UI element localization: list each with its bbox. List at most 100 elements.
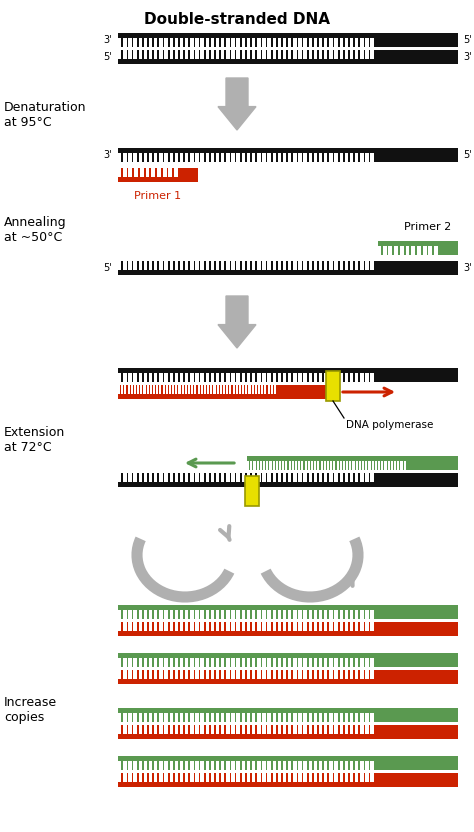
Bar	[190, 670, 193, 679]
Bar	[185, 658, 188, 667]
Bar	[242, 713, 245, 722]
Bar	[154, 50, 157, 59]
Bar	[134, 261, 137, 270]
Bar	[346, 461, 348, 470]
Bar	[134, 153, 137, 162]
Bar	[314, 622, 317, 631]
Bar	[170, 610, 173, 619]
Bar	[154, 38, 157, 47]
Bar	[324, 38, 328, 47]
Bar	[248, 385, 251, 394]
Bar	[177, 168, 178, 177]
Bar	[267, 261, 271, 270]
Bar	[154, 658, 157, 667]
Bar	[159, 658, 163, 667]
Bar	[134, 38, 137, 47]
Bar	[164, 373, 168, 382]
Bar	[365, 610, 369, 619]
Bar	[118, 670, 458, 684]
Bar	[407, 246, 408, 255]
Bar	[131, 168, 132, 177]
Bar	[283, 670, 286, 679]
Bar	[174, 761, 178, 770]
Bar	[355, 725, 358, 734]
Bar	[124, 385, 127, 394]
Bar	[174, 725, 178, 734]
Text: 3': 3'	[104, 35, 112, 45]
Bar	[123, 725, 127, 734]
Bar	[138, 773, 142, 782]
Bar	[144, 473, 147, 482]
Bar	[164, 713, 168, 722]
Bar	[221, 473, 225, 482]
Bar	[429, 246, 430, 255]
Bar	[210, 385, 212, 394]
Bar	[237, 153, 240, 162]
Bar	[293, 670, 297, 679]
Bar	[159, 670, 163, 679]
Bar	[206, 373, 209, 382]
Bar	[309, 50, 312, 59]
Text: 3': 3'	[104, 150, 112, 160]
Bar	[190, 610, 193, 619]
Bar	[164, 658, 168, 667]
Bar	[355, 622, 358, 631]
Bar	[365, 713, 369, 722]
Bar	[378, 461, 380, 470]
Bar	[293, 658, 297, 667]
Bar	[201, 38, 204, 47]
Bar	[185, 38, 188, 47]
Bar	[339, 725, 343, 734]
Bar	[273, 670, 276, 679]
Bar	[213, 385, 216, 394]
Bar	[293, 153, 297, 162]
Bar	[156, 385, 158, 394]
Bar	[303, 373, 307, 382]
Bar	[262, 38, 265, 47]
Bar	[190, 773, 193, 782]
Bar	[279, 461, 281, 470]
Bar	[185, 473, 188, 482]
Bar	[365, 38, 369, 47]
Bar	[288, 725, 292, 734]
Bar	[334, 670, 338, 679]
Bar	[206, 153, 209, 162]
Bar	[401, 461, 402, 470]
Bar	[159, 761, 163, 770]
Bar	[242, 385, 244, 394]
Bar	[262, 725, 265, 734]
Bar	[123, 38, 127, 47]
Bar	[283, 713, 286, 722]
Bar	[257, 38, 261, 47]
Bar	[216, 50, 219, 59]
Text: DNA polymerase: DNA polymerase	[346, 420, 433, 430]
Bar	[159, 725, 163, 734]
Bar	[138, 622, 142, 631]
Bar	[303, 761, 307, 770]
Bar	[216, 153, 219, 162]
Bar	[368, 461, 371, 470]
Bar	[309, 261, 312, 270]
Bar	[170, 153, 173, 162]
Bar	[144, 773, 147, 782]
Text: 5': 5'	[104, 263, 112, 273]
Bar	[226, 261, 229, 270]
Bar	[166, 385, 168, 394]
Bar	[365, 622, 369, 631]
Bar	[355, 261, 358, 270]
Bar	[118, 473, 458, 487]
Bar	[319, 713, 322, 722]
Bar	[231, 658, 235, 667]
Bar	[231, 261, 235, 270]
Bar	[384, 461, 387, 470]
Bar	[231, 773, 235, 782]
Bar	[257, 153, 261, 162]
Bar	[252, 658, 255, 667]
Bar	[267, 38, 271, 47]
Bar	[170, 658, 173, 667]
Bar	[274, 385, 276, 394]
Bar	[191, 385, 193, 394]
Bar	[216, 622, 219, 631]
Bar	[329, 725, 333, 734]
Bar	[360, 761, 364, 770]
